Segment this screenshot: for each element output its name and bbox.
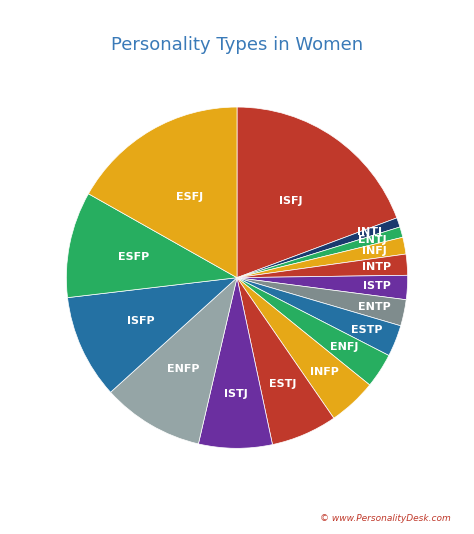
Wedge shape bbox=[237, 278, 389, 385]
Wedge shape bbox=[67, 278, 237, 392]
Text: ESTP: ESTP bbox=[351, 325, 383, 335]
Text: INTP: INTP bbox=[362, 262, 391, 272]
Text: ISFJ: ISFJ bbox=[279, 195, 302, 206]
Text: ENTP: ENTP bbox=[357, 302, 390, 311]
Text: INTJ: INTJ bbox=[357, 227, 382, 238]
Text: ISFP: ISFP bbox=[127, 317, 155, 326]
Wedge shape bbox=[237, 218, 400, 278]
Text: INFJ: INFJ bbox=[362, 246, 387, 256]
Wedge shape bbox=[237, 278, 334, 445]
Wedge shape bbox=[237, 237, 406, 278]
Title: Personality Types in Women: Personality Types in Women bbox=[111, 36, 363, 54]
Wedge shape bbox=[237, 276, 408, 300]
Text: ENFJ: ENFJ bbox=[330, 342, 358, 352]
Text: ISTJ: ISTJ bbox=[224, 389, 248, 399]
Text: INFP: INFP bbox=[310, 366, 338, 376]
Text: ENFP: ENFP bbox=[167, 364, 200, 374]
Text: ESFP: ESFP bbox=[118, 252, 149, 262]
Text: © www.PersonalityDesk.com: © www.PersonalityDesk.com bbox=[319, 514, 450, 523]
Wedge shape bbox=[199, 278, 273, 449]
Text: ESTJ: ESTJ bbox=[269, 379, 297, 389]
Wedge shape bbox=[237, 107, 397, 278]
Wedge shape bbox=[237, 254, 408, 278]
Text: ESFJ: ESFJ bbox=[176, 192, 203, 202]
Wedge shape bbox=[237, 278, 370, 418]
Wedge shape bbox=[89, 107, 237, 278]
Wedge shape bbox=[237, 227, 403, 278]
Wedge shape bbox=[66, 194, 237, 297]
Wedge shape bbox=[237, 278, 401, 356]
Wedge shape bbox=[237, 278, 406, 326]
Wedge shape bbox=[110, 278, 237, 444]
Text: ISTP: ISTP bbox=[363, 281, 391, 291]
Text: ENTJ: ENTJ bbox=[357, 235, 386, 245]
